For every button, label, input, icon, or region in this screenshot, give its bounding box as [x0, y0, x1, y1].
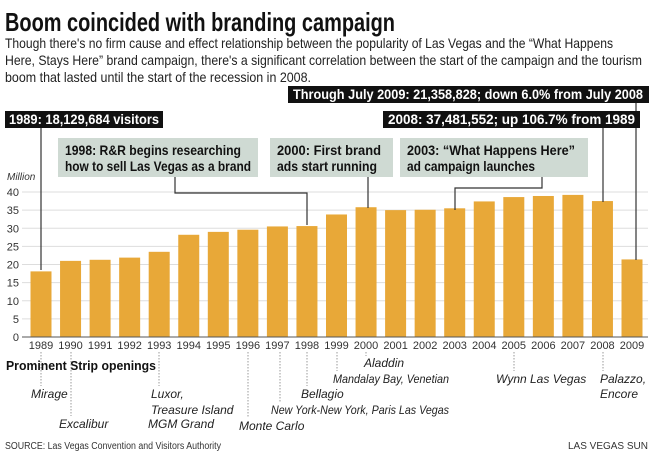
- dek-line-2: Here, Stays Here” brand campaign, there'…: [5, 52, 642, 68]
- x-tick-label: 2004: [472, 340, 496, 352]
- opening-wynn: Wynn Las Vegas: [496, 372, 586, 386]
- dek-line-3: boom that lasted until the start of the …: [5, 69, 311, 85]
- x-tick-label: 1991: [88, 340, 112, 352]
- annotation-box-1998: [58, 138, 258, 177]
- annotation-2008: 2008: 37,481,552; up 106.7% from 1989: [388, 111, 635, 127]
- bar-2007: [562, 194, 584, 337]
- bar-1998: [296, 226, 318, 337]
- x-tick-label: 1994: [177, 340, 201, 352]
- y-tick-label: 20: [7, 260, 19, 272]
- y-tick-label: 5: [13, 314, 19, 326]
- x-tick-label: 1990: [58, 340, 82, 352]
- bar-2009: [621, 259, 643, 337]
- opening-bellagio: Bellagio: [301, 387, 344, 401]
- x-tick-label: 2008: [590, 340, 614, 352]
- annotation-2009: Through July 2009: 21,358,828; down 6.0%…: [293, 86, 643, 102]
- opening-mandalay-venetian: Mandalay Bay, Venetian: [333, 372, 449, 386]
- opening-palazzo: Palazzo,: [600, 372, 646, 386]
- opening-mirage: Mirage: [31, 387, 68, 401]
- annotation-2000-line-2: ads start running: [277, 158, 377, 174]
- bar-2008: [591, 201, 613, 337]
- x-tick-label: 2007: [561, 340, 585, 352]
- y-axis-unit: Million: [7, 172, 36, 183]
- x-tick-label: 1996: [236, 340, 260, 352]
- opening-excalibur: Excalibur: [59, 417, 109, 431]
- bar-1989: [30, 271, 52, 337]
- annotation-2003-line-1: 2003: “What Happens Here”: [407, 142, 575, 158]
- annotation-1998-line-2: how to sell Las Vegas as a brand: [65, 158, 251, 174]
- x-tick-label: 2000: [354, 340, 378, 352]
- dek-line-1: Though there's no firm cause and effect …: [5, 35, 613, 51]
- credit: LAS VEGAS SUN: [568, 441, 648, 452]
- annotation-box-2000: [270, 138, 393, 177]
- annotation-box-1989: [5, 111, 163, 128]
- opening-nyny-paris: New York-New York, Paris Las Vegas: [271, 403, 449, 417]
- bar-1994: [178, 234, 200, 337]
- y-tick-label: 40: [7, 187, 19, 199]
- annotation-1998-line-1: 1998: R&R begins researching: [65, 142, 241, 158]
- annotation-2000-line-1: 2000: First brand: [277, 142, 381, 158]
- opening-encore: Encore: [600, 387, 638, 401]
- y-axis-ticks: 0 5 10 15 20 25 30 35 40: [7, 187, 19, 344]
- bar-2006: [532, 195, 554, 337]
- chart-title: Boom coincided with branding campaign: [5, 7, 395, 37]
- x-tick-label: 2002: [413, 340, 437, 352]
- annotation-box-2009: [288, 86, 649, 103]
- bar-1990: [60, 260, 82, 337]
- x-tick-label: 2003: [442, 340, 466, 352]
- bar-2001: [385, 210, 407, 337]
- leader-2003: [454, 177, 543, 210]
- opening-aladdin: Aladdin: [363, 356, 404, 370]
- bar-2003: [444, 208, 466, 337]
- y-tick-label: 0: [13, 332, 19, 344]
- x-tick-label: 2001: [383, 340, 407, 352]
- bar-1997: [266, 226, 288, 337]
- bars: [30, 194, 643, 337]
- bar-1996: [237, 229, 259, 337]
- bar-1993: [148, 251, 170, 337]
- opening-luxor: Luxor,: [151, 387, 184, 401]
- y-tick-label: 15: [7, 278, 19, 290]
- x-tick-label: 1999: [324, 340, 348, 352]
- opening-mgm-grand: MGM Grand: [148, 417, 214, 431]
- annotation-box-2008: [383, 111, 640, 128]
- x-tick-label: 1998: [295, 340, 319, 352]
- openings-heading: Prominent Strip openings: [6, 358, 156, 373]
- x-tick-label: 2006: [531, 340, 555, 352]
- opening-monte-carlo: Monte Carlo: [239, 419, 305, 433]
- bar-1995: [207, 231, 229, 337]
- source-note: SOURCE: Las Vegas Convention and Visitor…: [5, 441, 221, 452]
- x-tick-label: 2009: [620, 340, 644, 352]
- y-tick-label: 35: [7, 205, 19, 217]
- bar-2005: [503, 197, 525, 337]
- x-tick-label: 1989: [29, 340, 53, 352]
- x-tick-label: 1995: [206, 340, 230, 352]
- bar-2000: [355, 207, 377, 337]
- bar-2002: [414, 209, 436, 337]
- x-axis-ticks: 1989 1990 1991 1992 1993 1994 1995 1996 1997 1998…: [29, 340, 644, 352]
- annotation-2003-line-2: ad campaign launches: [407, 158, 535, 174]
- leader-1998: [174, 177, 308, 225]
- bar-1992: [119, 257, 141, 337]
- annotation-1989: 1989: 18,129,684 visitors: [9, 111, 159, 127]
- bar-1991: [89, 259, 111, 337]
- y-tick-label: 10: [7, 296, 19, 308]
- bar-1999: [326, 214, 347, 337]
- y-tick-label: 25: [7, 241, 19, 253]
- x-tick-label: 2005: [502, 340, 526, 352]
- x-tick-label: 1997: [265, 340, 289, 352]
- annotation-box-2003: [400, 138, 588, 177]
- opening-treasure-island: Treasure Island: [151, 403, 234, 417]
- x-tick-label: 1992: [117, 340, 141, 352]
- x-tick-label: 1993: [147, 340, 171, 352]
- bar-2004: [473, 201, 495, 337]
- y-tick-label: 30: [7, 223, 19, 235]
